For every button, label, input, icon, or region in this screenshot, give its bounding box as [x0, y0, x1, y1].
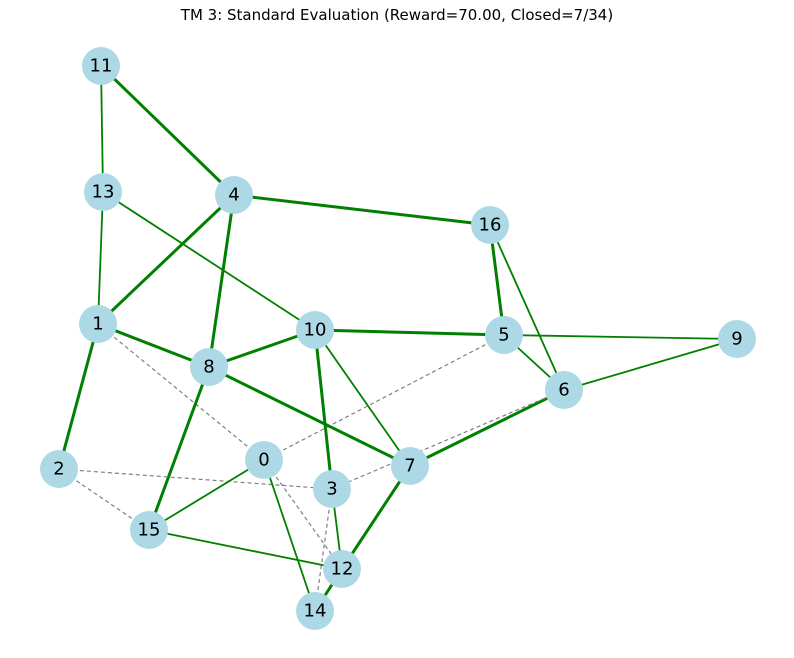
node-circle	[296, 592, 334, 630]
node-circle	[190, 348, 228, 386]
node-4: 4	[215, 176, 253, 214]
edge-5-9	[503, 334, 738, 340]
edge-13-1	[97, 191, 104, 325]
edge-11-13	[100, 65, 104, 193]
node-circle	[471, 206, 509, 244]
edge-1-2	[57, 323, 100, 470]
edge-5-0	[263, 334, 505, 461]
node-label: 16	[479, 215, 502, 236]
node-label: 14	[304, 601, 327, 622]
node-circle	[485, 316, 523, 354]
node-label: 8	[203, 357, 214, 378]
node-3: 3	[313, 470, 351, 508]
edge-1-0	[97, 323, 265, 461]
node-7: 7	[391, 447, 429, 485]
edge-9-6	[563, 338, 738, 391]
node-12: 12	[323, 550, 361, 588]
edge-8-15	[147, 366, 211, 531]
node-label: 10	[304, 320, 327, 341]
node-1: 1	[79, 305, 117, 343]
graph-title: TM 3: Standard Evaluation (Reward=70.00,…	[180, 6, 614, 24]
edge-4-16	[233, 193, 491, 227]
node-circle	[79, 305, 117, 343]
edge-4-8	[207, 194, 236, 368]
edge-6-3	[331, 389, 565, 490]
edge-2-3	[58, 468, 333, 490]
edge-16-6	[489, 224, 565, 391]
edge-15-12	[148, 529, 343, 570]
node-label: 0	[258, 450, 269, 471]
node-circle	[130, 511, 168, 549]
node-circle	[40, 450, 78, 488]
edge-10-7	[314, 329, 411, 467]
node-2: 2	[40, 450, 78, 488]
node-10: 10	[296, 311, 334, 349]
edge-0-12	[263, 459, 343, 570]
edge-10-3	[313, 329, 334, 490]
edge-0-14	[263, 459, 316, 612]
edge-13-10	[102, 191, 316, 331]
edge-10-5	[314, 328, 505, 337]
node-circle	[545, 371, 583, 409]
node-0: 0	[245, 441, 283, 479]
node-label: 5	[498, 325, 509, 346]
node-label: 4	[228, 185, 239, 206]
node-15: 15	[130, 511, 168, 549]
node-label: 6	[558, 380, 569, 401]
node-circle	[245, 441, 283, 479]
node-circle	[718, 320, 756, 358]
node-circle	[296, 311, 334, 349]
node-label: 2	[53, 459, 64, 480]
node-circle	[323, 550, 361, 588]
node-circle	[215, 176, 253, 214]
node-16: 16	[471, 206, 509, 244]
node-label: 3	[326, 479, 337, 500]
edge-7-12	[340, 465, 412, 570]
node-9: 9	[718, 320, 756, 358]
node-label: 1	[92, 314, 103, 335]
node-11: 11	[82, 47, 120, 85]
node-label: 12	[331, 559, 354, 580]
edge-6-7	[409, 388, 565, 468]
node-circle	[313, 470, 351, 508]
node-label: 9	[731, 329, 742, 350]
node-label: 13	[92, 182, 115, 203]
node-label: 7	[404, 456, 415, 477]
node-8: 8	[190, 348, 228, 386]
edge-1-8	[97, 322, 210, 369]
node-label: 15	[138, 520, 161, 541]
node-circle	[82, 47, 120, 85]
node-circle	[391, 447, 429, 485]
node-13: 13	[84, 173, 122, 211]
edge-4-1	[96, 193, 236, 326]
edge-11-4	[99, 64, 236, 197]
edge-0-15	[148, 459, 265, 531]
edge-8-7	[208, 365, 411, 468]
node-label: 11	[90, 56, 113, 77]
node-circle	[84, 173, 122, 211]
node-14: 14	[296, 592, 334, 630]
node-5: 5	[485, 316, 523, 354]
node-6: 6	[545, 371, 583, 409]
